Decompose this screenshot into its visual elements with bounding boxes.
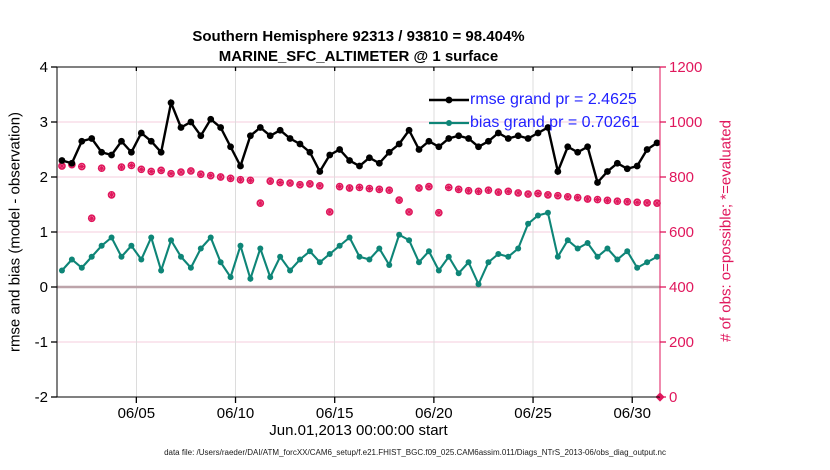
svg-text:-1: -1 [35,334,48,351]
svg-text:0: 0 [669,389,677,406]
svg-text:06/30: 06/30 [613,405,651,422]
rmse-legend-label: rmse grand pr = 2.4625 [470,90,637,108]
data-file-caption: data file: /Users/raeder/DAI/ATM_forcXX/… [164,448,666,457]
chart-title-line2: MARINE_SFC_ALTIMETER @ 1 surface [218,48,499,65]
y-gridlines [57,121,660,343]
svg-text:4: 4 [40,59,48,76]
svg-text:3: 3 [40,114,48,131]
bias-legend-sample-line [429,119,469,126]
svg-text:1000: 1000 [669,114,702,131]
right-axis-ticks: 1200 1000 800 600 400 200 0 [660,59,702,406]
rmse-legend-sample-line [429,96,469,103]
left-axis-ticks: 4 3 2 1 0 -1 -2 [35,59,57,406]
right-axis-label: # of obs: o=possible; *=evaluated [717,120,735,342]
x-axis-ticks: 06/05 06/10 06/15 06/20 06/25 06/30 [118,67,651,422]
bias-legend-label: bias grand pr = 0.70261 [470,113,640,131]
legend-entry-bias: bias grand pr = 0.70261 [428,111,639,134]
svg-text:1: 1 [40,224,48,241]
x-axis-label: Jun.01,2013 00:00:00 start [269,422,448,439]
chart-title-line1: Southern Hemisphere 92313 / 93810 = 98.4… [192,28,525,45]
svg-text:06/10: 06/10 [217,405,255,422]
svg-text:0: 0 [40,279,48,296]
svg-text:600: 600 [669,224,694,241]
svg-text:-2: -2 [35,389,48,406]
svg-text:200: 200 [669,334,694,351]
svg-text:800: 800 [669,169,694,186]
bias-series [58,209,661,288]
chart-title: Southern Hemisphere 92313 / 93810 = 98.4… [57,27,660,67]
obs-count-series [58,160,665,402]
legend-entry-rmse: rmse grand pr = 2.4625 [428,88,639,111]
svg-text:06/15: 06/15 [316,405,354,422]
legend: rmse grand pr = 2.4625 bias grand pr = 0… [428,88,639,134]
svg-text:2: 2 [40,169,48,186]
svg-text:1200: 1200 [669,59,702,76]
rmse-series [58,98,661,186]
x-gridlines [135,67,633,397]
svg-text:400: 400 [669,279,694,296]
svg-text:06/05: 06/05 [118,405,156,422]
svg-text:06/20: 06/20 [415,405,453,422]
svg-text:06/25: 06/25 [514,405,552,422]
left-axis-label: rmse and bias (model - observation) [6,111,24,353]
